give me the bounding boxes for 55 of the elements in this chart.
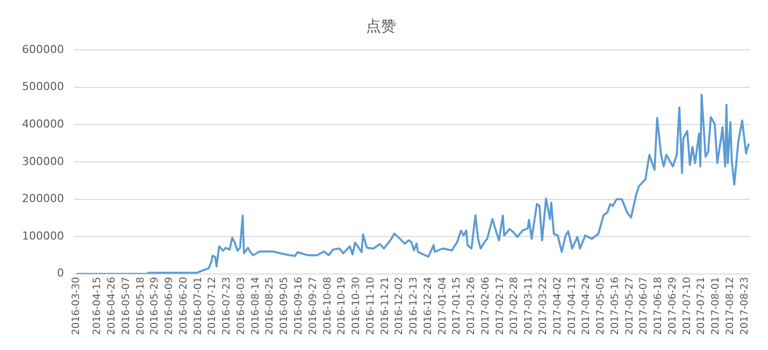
x-tick-label: 2016-08-14: [250, 276, 262, 336]
x-tick-label: 2017-08-12: [724, 276, 736, 336]
x-tick-label: 2016-10-08: [322, 276, 334, 336]
x-tick-label: 2016-05-29: [150, 276, 161, 336]
x-tick-label: 2017-04-02: [552, 276, 564, 336]
y-tick-label: 200000: [22, 192, 64, 206]
y-tick-label: 500000: [22, 80, 64, 94]
x-tick-label: 2016-10-30: [351, 276, 362, 336]
x-tick-label: 2016-06-20: [178, 276, 190, 336]
x-tick-label: 2016-08-03: [236, 276, 247, 336]
x-tick-label: 2017-06-07: [638, 276, 650, 336]
x-tick-label: 2016-12-13: [408, 276, 420, 336]
y-tick-label: 600000: [22, 42, 64, 56]
x-tick-label: 2017-04-24: [581, 276, 592, 336]
x-tick-label: 2016-09-27: [308, 276, 319, 336]
x-tick-label: 2016-12-24: [422, 276, 434, 336]
x-tick-label: 2016-12-02: [394, 276, 406, 336]
x-tick-label: 2016-07-01: [192, 276, 204, 336]
x-tick-label: 2016-10-19: [336, 276, 348, 336]
x-tick-label: 2017-03-22: [538, 276, 549, 336]
x-tick-label: 2017-01-04: [437, 276, 448, 336]
x-tick-label: 2017-02-06: [480, 276, 492, 336]
x-tick-label: 2017-01-15: [452, 276, 463, 336]
x-tick-label: 2017-06-29: [667, 276, 678, 336]
x-tick-label: 2016-09-16: [293, 276, 304, 336]
x-tick-label: 2017-07-21: [696, 276, 708, 336]
chart-title: 点赞: [366, 16, 396, 35]
x-tick-label: 2016-04-26: [106, 276, 118, 336]
x-tick-label: 2016-07-23: [222, 276, 233, 336]
x-tick-label: 2017-08-01: [710, 276, 722, 336]
x-tick-label: 2017-05-27: [624, 276, 636, 336]
x-tick-label: 2016-08-25: [264, 276, 276, 336]
x-tick-label: 2017-05-16: [610, 276, 621, 336]
y-tick-label: 0: [56, 266, 64, 280]
x-tick-label: 2016-09-05: [279, 276, 290, 336]
x-tick-label: 2017-03-11: [524, 276, 535, 336]
x-tick-label: 2017-08-23: [739, 276, 750, 336]
x-tick-label: 2017-05-05: [596, 276, 607, 336]
x-tick-label: 2017-01-26: [466, 276, 478, 336]
x-tick-label: 2017-07-10: [682, 276, 693, 336]
x-tick-label: 2016-11-21: [380, 276, 391, 336]
x-tick-label: 2017-04-13: [566, 276, 578, 336]
x-tick-label: 2017-02-17: [494, 276, 506, 336]
x-tick-label: 2016-05-18: [135, 276, 146, 336]
y-tick-label: 100000: [22, 229, 64, 242]
y-tick-label: 400000: [22, 117, 64, 130]
y-tick-label: 300000: [22, 154, 64, 168]
x-tick-label: 2016-03-30: [71, 276, 82, 336]
x-tick-label: 2017-06-18: [653, 276, 664, 336]
x-tick-label: 2016-07-12: [207, 276, 218, 336]
x-tick-label: 2017-02-28: [509, 276, 520, 336]
x-tick-label: 2016-04-15: [92, 276, 104, 336]
x-tick-label: 2016-06-09: [164, 276, 176, 336]
x-tick-label: 2016-11-10: [365, 276, 376, 336]
x-tick-label: 2016-05-07: [120, 276, 132, 336]
